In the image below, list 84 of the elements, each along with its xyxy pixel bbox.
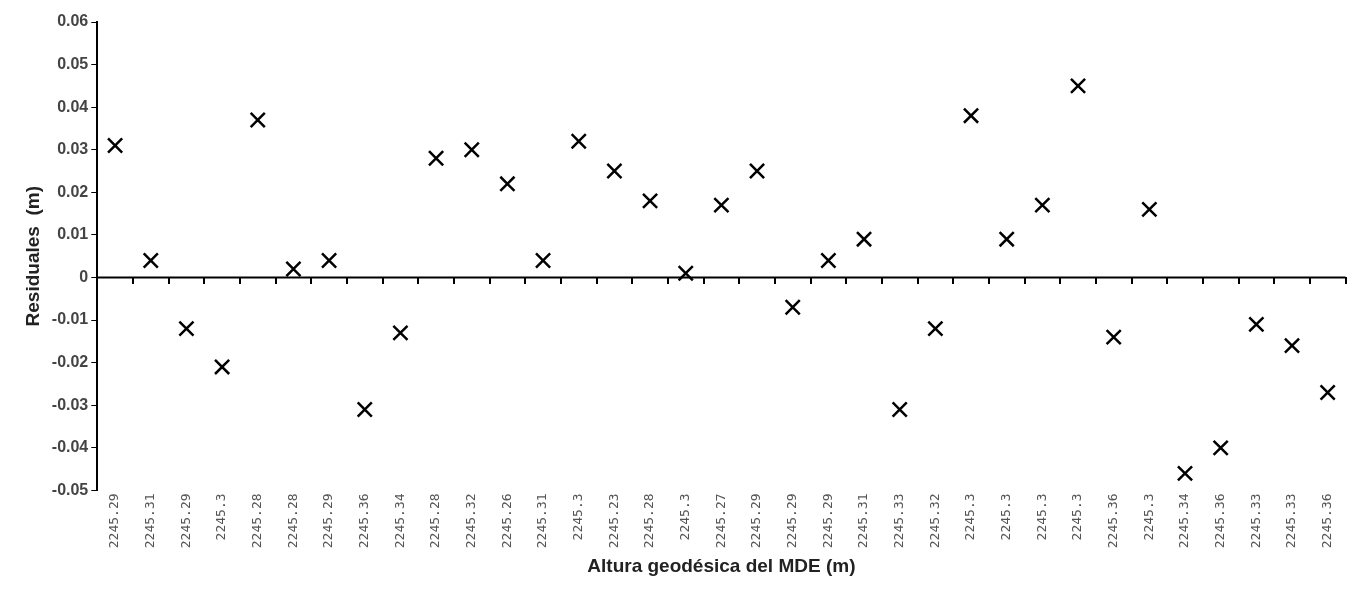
point xyxy=(142,252,160,269)
point xyxy=(606,162,623,180)
point xyxy=(998,230,1016,248)
point xyxy=(213,358,231,376)
point xyxy=(641,192,659,210)
x-tick-label: 2245.36 xyxy=(1319,493,1335,549)
point xyxy=(784,298,802,316)
x-tick-label: 2245.3 xyxy=(570,493,586,541)
x-tick-label: 2245.29 xyxy=(177,493,193,549)
point xyxy=(1212,439,1229,457)
x-tick-label: 2245.29 xyxy=(106,493,122,549)
point xyxy=(570,132,588,150)
point xyxy=(392,324,409,342)
point xyxy=(1248,316,1265,333)
point xyxy=(249,111,267,129)
x-tick-label: 2245.32 xyxy=(463,493,479,549)
y-tick-label: -0.04 xyxy=(51,438,89,456)
point xyxy=(356,401,374,418)
point xyxy=(285,260,302,278)
point xyxy=(1069,77,1087,95)
y-tick-label: 0 xyxy=(79,267,89,285)
point xyxy=(106,137,124,154)
y-tick-label: -0.05 xyxy=(51,480,89,498)
y-axis-title: Residuales (m) xyxy=(21,185,43,327)
x-tick-label: 2245.31 xyxy=(142,493,158,549)
point xyxy=(499,175,516,193)
x-tick-label: 2245.28 xyxy=(284,493,300,549)
x-tick-label: 2245.3 xyxy=(998,493,1014,541)
point xyxy=(677,264,695,282)
x-tick-label: 2245.33 xyxy=(891,493,907,549)
y-tick-label: -0.01 xyxy=(51,310,89,328)
point xyxy=(713,196,730,214)
x-tick-label: 2245.26 xyxy=(498,493,514,549)
x-tick-label: 2245.3 xyxy=(1069,493,1085,541)
x-tick-label: 2245.3 xyxy=(1140,493,1156,541)
x-tick-label: 2245.29 xyxy=(784,493,800,549)
y-tick-label: 0.06 xyxy=(57,12,89,30)
x-tick-label: 2245.32 xyxy=(926,493,942,549)
x-tick-label: 2245.27 xyxy=(712,493,728,549)
x-tick-label: 2245.36 xyxy=(356,493,372,549)
point xyxy=(463,141,481,159)
x-tick-label: 2245.29 xyxy=(819,493,835,549)
x-tick-label: 2245.23 xyxy=(605,493,621,549)
x-tick-label: 2245.34 xyxy=(391,493,407,549)
y-tick-label: -0.02 xyxy=(51,353,89,371)
y-tick-label: -0.03 xyxy=(51,395,89,413)
point xyxy=(820,252,837,269)
y-tick-label: 0.02 xyxy=(57,182,89,200)
x-tick-label: 2245.29 xyxy=(320,493,336,549)
point xyxy=(891,401,909,418)
point xyxy=(320,252,338,269)
y-tick-label: 0.05 xyxy=(57,54,89,72)
x-tick-label: 2245.28 xyxy=(427,493,443,549)
y-tick-label: 0.01 xyxy=(57,225,89,243)
x-tick-label: 2245.36 xyxy=(1105,493,1121,549)
x-tick-label: 2245.28 xyxy=(641,493,657,549)
x-tick-label: 2245.28 xyxy=(249,493,265,549)
x-tick-label: 2245.3 xyxy=(677,493,693,541)
x-tick-label: 2245.33 xyxy=(1283,493,1299,549)
point xyxy=(962,107,980,124)
point xyxy=(1176,465,1194,482)
point xyxy=(748,162,766,180)
point xyxy=(1034,196,1051,214)
point xyxy=(427,149,445,167)
x-tick-label: 2245.29 xyxy=(748,493,764,549)
point xyxy=(855,230,873,248)
x-tick-label: 2245.3 xyxy=(962,493,978,541)
x-tick-label: 2245.3 xyxy=(1033,493,1049,541)
point xyxy=(1105,328,1123,346)
x-tick-label: 2245.34 xyxy=(1176,493,1192,549)
point xyxy=(927,320,944,337)
point xyxy=(1319,384,1336,401)
x-tick-label: 2245.3 xyxy=(213,493,229,541)
x-tick-label: 2245.31 xyxy=(855,493,871,549)
y-tick-label: 0.03 xyxy=(57,140,89,158)
x-tick-label: 2245.36 xyxy=(1212,493,1228,549)
point xyxy=(1141,201,1158,218)
x-tick-label: 2245.33 xyxy=(1247,493,1263,549)
point xyxy=(534,252,552,269)
point xyxy=(178,320,195,337)
x-axis-title: Altura geodésica del MDE (m) xyxy=(587,554,856,576)
y-tick-label: 0.04 xyxy=(57,97,89,115)
x-tick-label: 2245.31 xyxy=(534,493,550,549)
point xyxy=(1283,337,1301,354)
